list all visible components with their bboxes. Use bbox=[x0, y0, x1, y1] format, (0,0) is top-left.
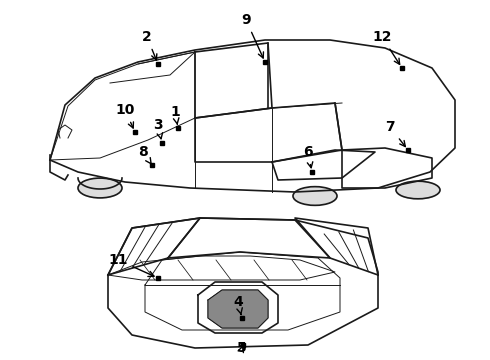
Bar bbox=[240, 316, 244, 320]
Bar bbox=[310, 170, 314, 174]
Text: 4: 4 bbox=[233, 295, 243, 315]
Text: 12: 12 bbox=[372, 30, 400, 64]
Bar bbox=[263, 60, 267, 64]
Polygon shape bbox=[208, 290, 268, 328]
Bar bbox=[160, 141, 164, 145]
Bar bbox=[241, 343, 245, 347]
Text: 5: 5 bbox=[237, 341, 247, 355]
Bar bbox=[150, 163, 154, 167]
Bar bbox=[400, 66, 404, 70]
Text: 2: 2 bbox=[142, 30, 157, 60]
Text: 8: 8 bbox=[138, 145, 151, 164]
Bar bbox=[176, 126, 180, 130]
Text: 11: 11 bbox=[108, 253, 154, 276]
Ellipse shape bbox=[396, 181, 440, 199]
Ellipse shape bbox=[293, 186, 337, 205]
Text: 6: 6 bbox=[303, 145, 313, 168]
Text: 3: 3 bbox=[153, 118, 163, 139]
Bar bbox=[133, 130, 137, 134]
Text: 9: 9 bbox=[241, 13, 264, 58]
Bar bbox=[406, 148, 410, 152]
Bar bbox=[156, 276, 160, 280]
Bar bbox=[156, 62, 160, 66]
Text: 1: 1 bbox=[170, 105, 180, 125]
Ellipse shape bbox=[78, 178, 122, 198]
Text: 7: 7 bbox=[385, 120, 405, 147]
Text: 10: 10 bbox=[115, 103, 135, 128]
